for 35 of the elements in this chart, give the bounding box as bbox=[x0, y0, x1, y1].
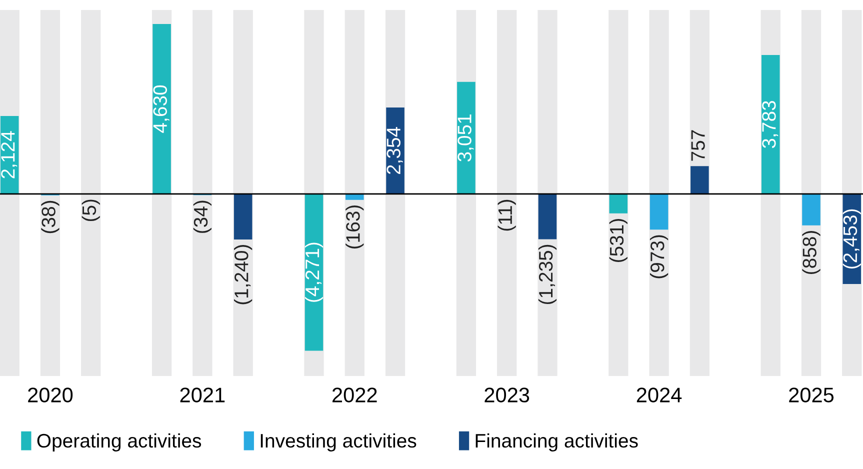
legend-label: Operating activities bbox=[37, 433, 202, 452]
x-tick-label: 2021 bbox=[180, 388, 225, 402]
data-label: 4,630 bbox=[153, 85, 170, 133]
bar bbox=[650, 194, 668, 230]
data-label: (38) bbox=[41, 200, 60, 234]
data-label: (1,240) bbox=[234, 245, 252, 304]
data-label: (531) bbox=[609, 219, 628, 262]
data-label: (4,271) bbox=[304, 242, 324, 302]
bar bbox=[802, 194, 820, 226]
legend-label: Financing activities bbox=[476, 433, 638, 452]
data-label: (11) bbox=[498, 200, 516, 231]
data-label: 757 bbox=[691, 130, 705, 161]
data-label: 2,354 bbox=[386, 126, 403, 174]
bar bbox=[457, 82, 476, 194]
data-label: 3,783 bbox=[762, 101, 778, 148]
bar bbox=[690, 166, 709, 194]
x-tick-label: 2022 bbox=[332, 388, 377, 402]
data-label: 3,051 bbox=[458, 114, 474, 162]
legend-label: Investing activities bbox=[260, 433, 416, 452]
data-label: (858) bbox=[802, 231, 820, 274]
x-tick-label: 2023 bbox=[484, 388, 530, 402]
x-tick-label: 2020 bbox=[28, 388, 73, 402]
bar bbox=[234, 194, 252, 240]
bar bbox=[346, 194, 364, 200]
bar bbox=[609, 194, 628, 214]
data-label: (1,235) bbox=[538, 244, 557, 304]
data-label: (5) bbox=[82, 200, 100, 222]
bar bbox=[538, 194, 557, 240]
data-label: (34) bbox=[193, 200, 212, 233]
x-tick-label: 2024 bbox=[636, 388, 682, 402]
data-label: (2,453) bbox=[842, 209, 861, 269]
data-label: (973) bbox=[650, 235, 668, 278]
data-label: 2,124 bbox=[1, 131, 18, 178]
x-tick-label: 2025 bbox=[789, 388, 834, 402]
data-label: (163) bbox=[346, 205, 364, 248]
